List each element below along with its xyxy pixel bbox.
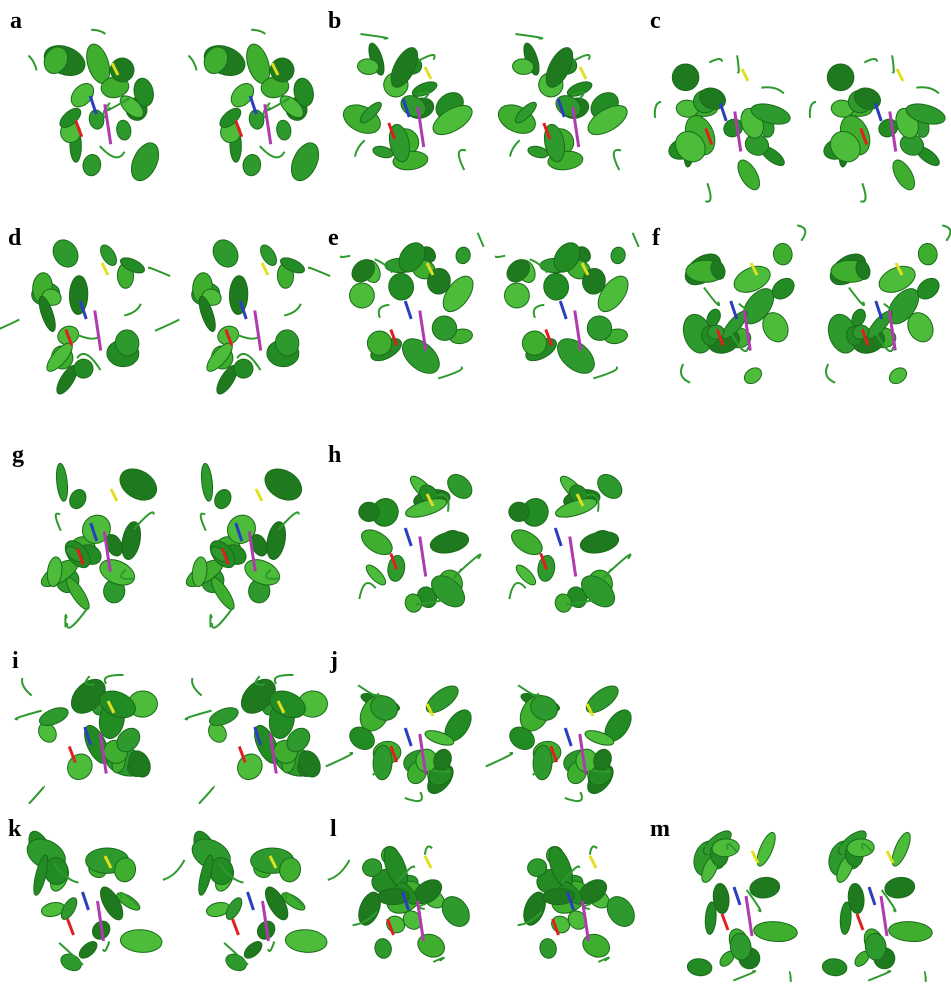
panel-label: m <box>650 816 670 842</box>
panel-label: l <box>330 816 337 842</box>
figure: a b c d e f g h i j k l m <box>0 0 951 1002</box>
panel-label: h <box>328 442 341 468</box>
panel-label: e <box>328 225 339 251</box>
panel-label: d <box>8 225 22 251</box>
helix <box>509 502 530 522</box>
panel-label: f <box>652 225 661 251</box>
panel-label: a <box>10 8 22 34</box>
helix <box>359 502 380 522</box>
panel-label: k <box>8 816 22 842</box>
panel-label: g <box>12 442 24 468</box>
panel-label: j <box>329 648 338 674</box>
panel-label: i <box>12 648 19 674</box>
panel-label: b <box>328 8 341 34</box>
panel-label: c <box>650 8 661 34</box>
